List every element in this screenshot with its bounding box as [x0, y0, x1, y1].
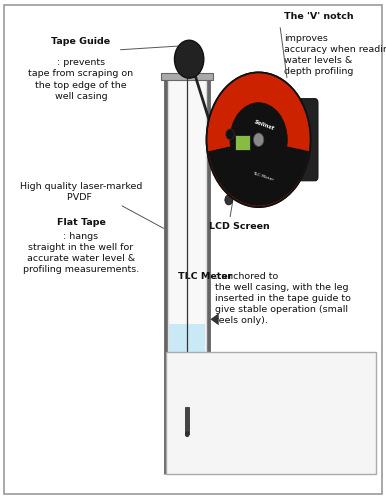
Wedge shape	[208, 140, 309, 206]
Circle shape	[207, 72, 311, 207]
Wedge shape	[259, 78, 284, 140]
Bar	[185, 407, 189, 434]
Text: : prevents
tape from scraping on
the top edge of the
well casing: : prevents tape from scraping on the top…	[29, 58, 134, 101]
Wedge shape	[208, 127, 259, 141]
Wedge shape	[212, 104, 259, 140]
Circle shape	[230, 103, 287, 177]
Bar	[166, 352, 376, 474]
Text: The 'V' notch: The 'V' notch	[284, 12, 353, 21]
Text: Tape Guide: Tape Guide	[51, 37, 111, 46]
Wedge shape	[222, 87, 259, 140]
Text: : anchored to
the well casing, with the leg
inserted in the tape guide to
give s: : anchored to the well casing, with the …	[215, 272, 351, 325]
Text: TLC Meter: TLC Meter	[178, 272, 232, 281]
Wedge shape	[256, 75, 266, 140]
Text: improves
accuracy when reading
water levels &
depth profiling: improves accuracy when reading water lev…	[284, 34, 386, 76]
Text: High quality laser-marked
PVDF: High quality laser-marked PVDF	[20, 182, 142, 202]
Bar	[161, 73, 213, 80]
FancyBboxPatch shape	[298, 99, 318, 181]
Polygon shape	[210, 313, 219, 325]
Circle shape	[225, 195, 232, 205]
Ellipse shape	[185, 432, 189, 437]
Text: Flat Tape: Flat Tape	[57, 218, 105, 227]
Wedge shape	[208, 74, 310, 151]
Circle shape	[174, 40, 204, 78]
Bar	[169, 324, 205, 474]
Text: TLC Meter: TLC Meter	[251, 172, 274, 182]
Wedge shape	[259, 110, 307, 140]
Text: LCD Screen: LCD Screen	[209, 222, 270, 231]
Bar	[235, 135, 250, 150]
Text: Note:: Note:	[173, 361, 202, 370]
Circle shape	[226, 129, 234, 140]
Wedge shape	[259, 91, 299, 140]
Wedge shape	[237, 77, 259, 140]
Text: Place medium and large
reels on the ground, and
not anchored to the well
casing.: Place medium and large reels on the grou…	[203, 361, 335, 437]
Text: Solinst: Solinst	[254, 119, 275, 131]
Circle shape	[253, 133, 264, 147]
Bar	[166, 80, 208, 474]
Text: : hangs
straight in the well for
accurate water level &
profiling measurements.: : hangs straight in the well for accurat…	[23, 232, 139, 274]
